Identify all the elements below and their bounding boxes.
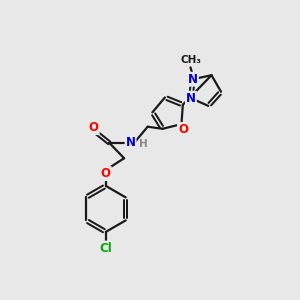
- Text: O: O: [89, 121, 99, 134]
- Text: O: O: [101, 167, 111, 180]
- Text: O: O: [178, 123, 188, 136]
- Text: N: N: [188, 73, 198, 86]
- Text: N: N: [126, 136, 136, 149]
- Text: CH₃: CH₃: [180, 55, 201, 65]
- Text: H: H: [139, 140, 147, 149]
- Text: N: N: [186, 92, 196, 105]
- Text: Cl: Cl: [100, 242, 112, 254]
